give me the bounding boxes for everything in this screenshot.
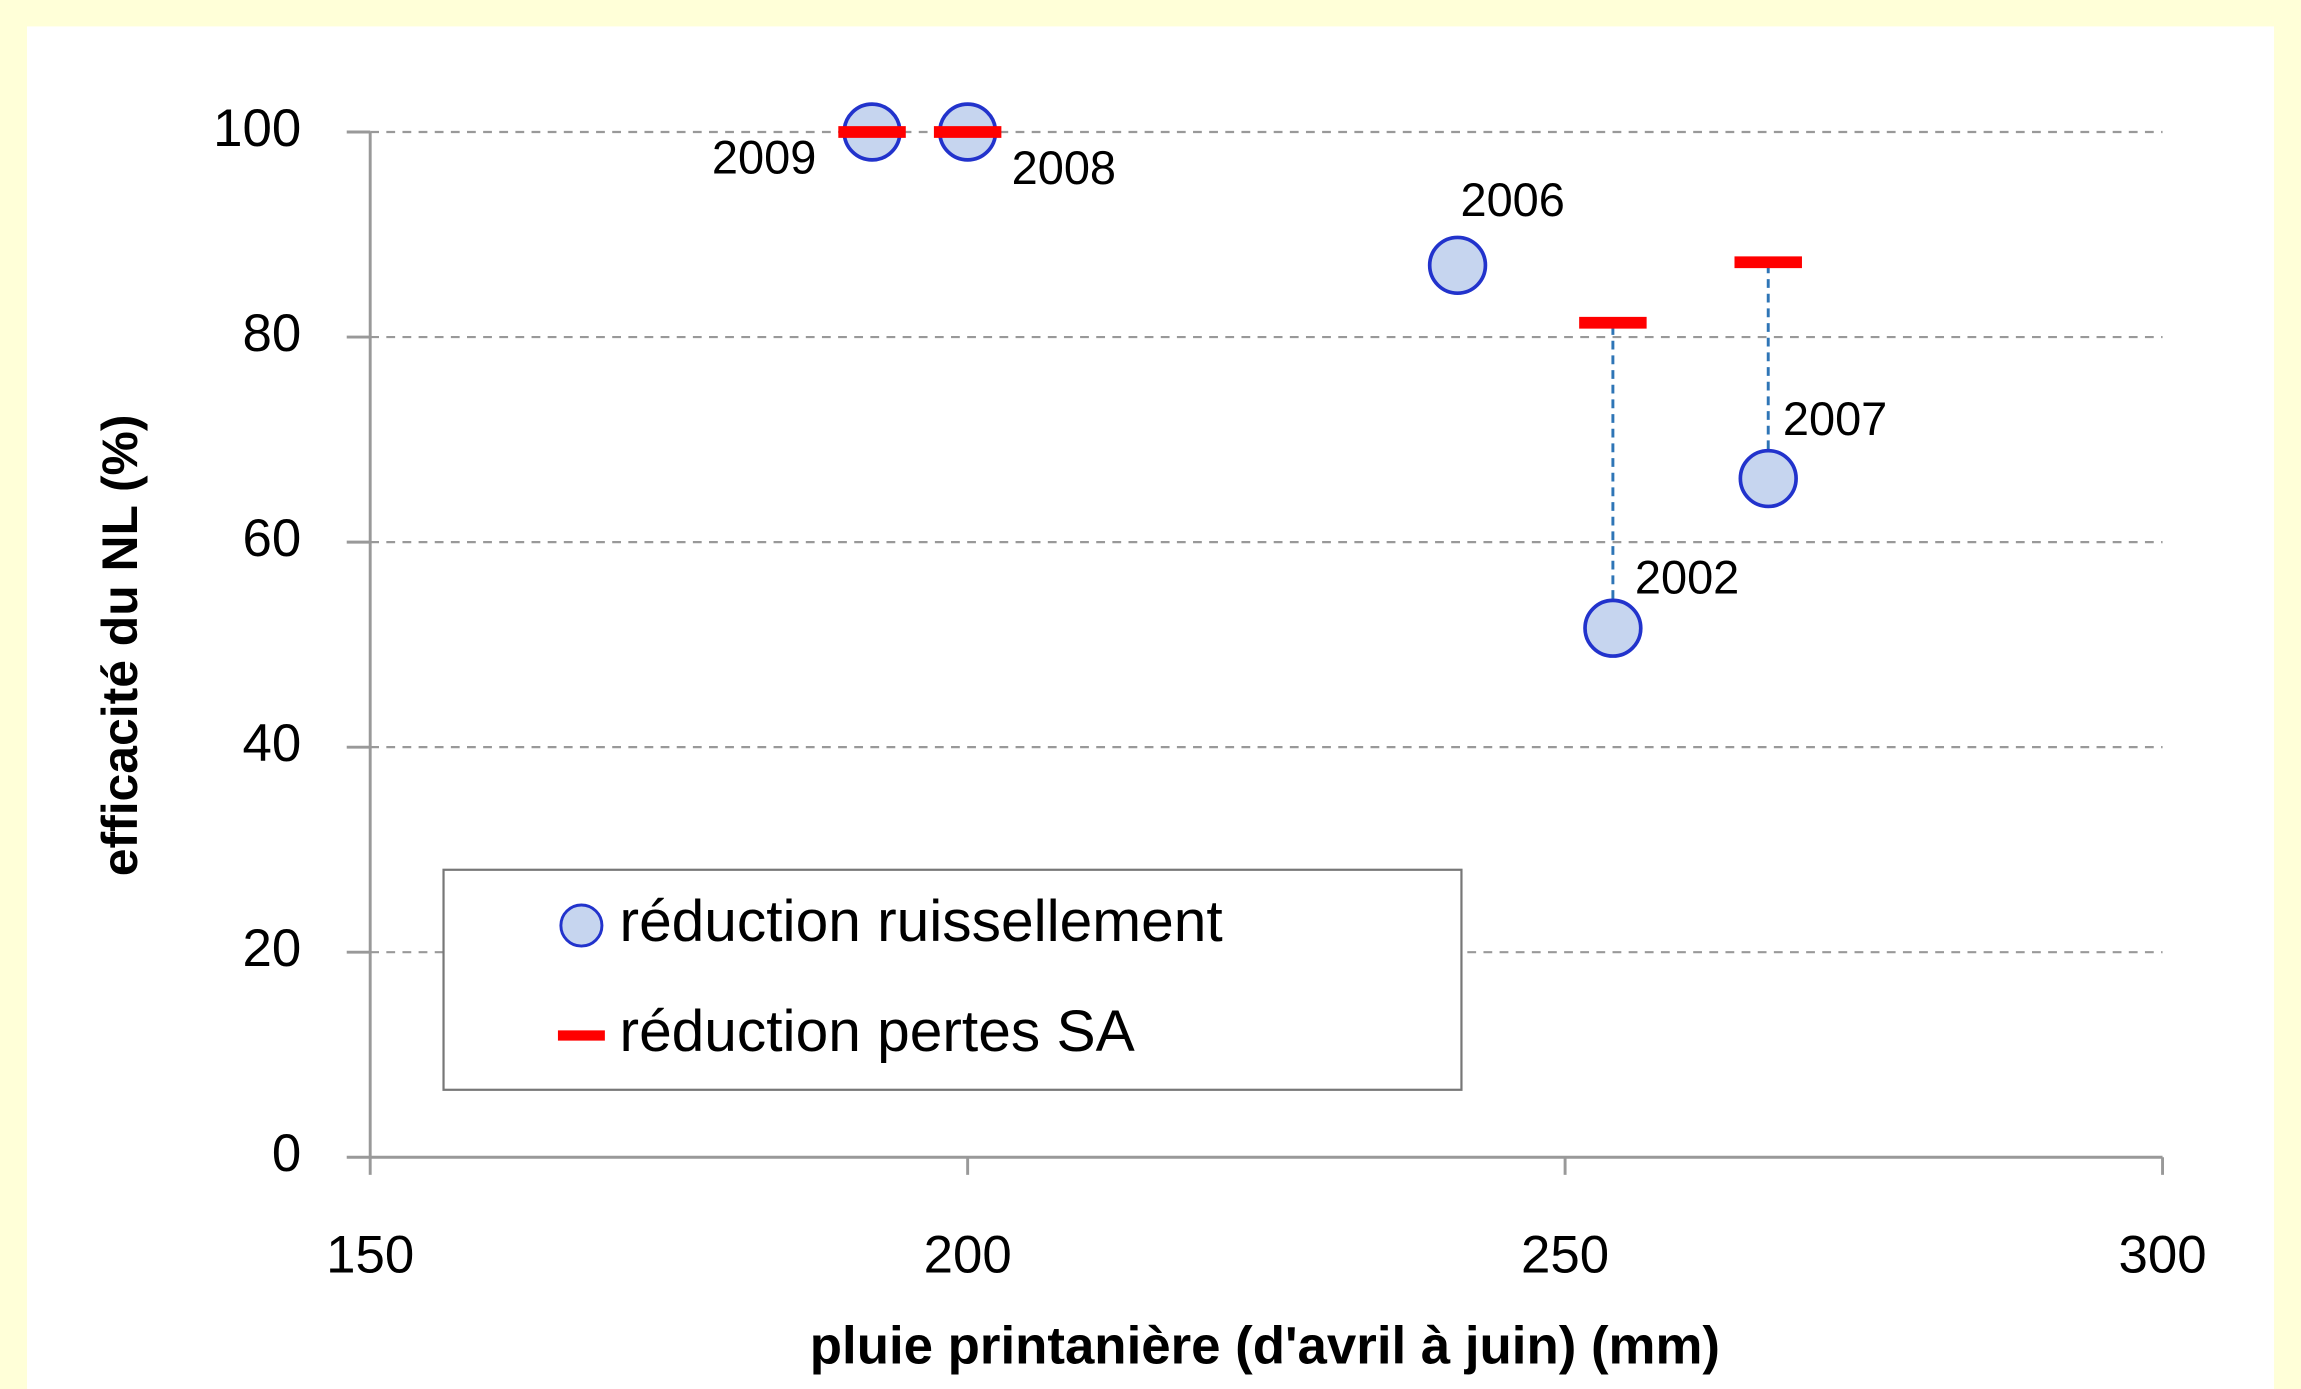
y-tick-label: 20: [243, 919, 302, 978]
point-label: 2002: [1635, 552, 1739, 604]
y-tick-label: 0: [272, 1124, 301, 1183]
chart-panel: [26, 26, 2275, 1389]
point-label: 2009: [712, 132, 816, 184]
point-label: 2006: [1460, 174, 1564, 226]
x-axis-title: pluie printanière (d'avril à juin) (mm): [810, 1316, 1720, 1375]
y-tick-label: 60: [243, 509, 302, 568]
legend-label: réduction ruissellement: [620, 889, 1223, 954]
y-tick-label: 80: [243, 304, 302, 363]
point: [1427, 235, 1488, 295]
legend-box: [442, 868, 1463, 1091]
point: [1583, 598, 1643, 658]
legend-marker: [559, 903, 604, 948]
x-tick-label: 300: [2119, 1225, 2207, 1284]
x-tick-label: 150: [326, 1225, 414, 1284]
point-label: 2008: [1012, 142, 1116, 194]
x-tick-label: 200: [924, 1225, 1012, 1284]
point-label: 2007: [1783, 393, 1887, 445]
legend-label: réduction pertes SA: [620, 999, 1136, 1064]
y-tick-label: 40: [243, 714, 302, 773]
point: [1738, 448, 1798, 509]
y-tick-label: 100: [213, 99, 301, 158]
x-tick-label: 250: [1521, 1225, 1609, 1284]
y-axis-title: efficacité du NL (%): [92, 414, 148, 876]
